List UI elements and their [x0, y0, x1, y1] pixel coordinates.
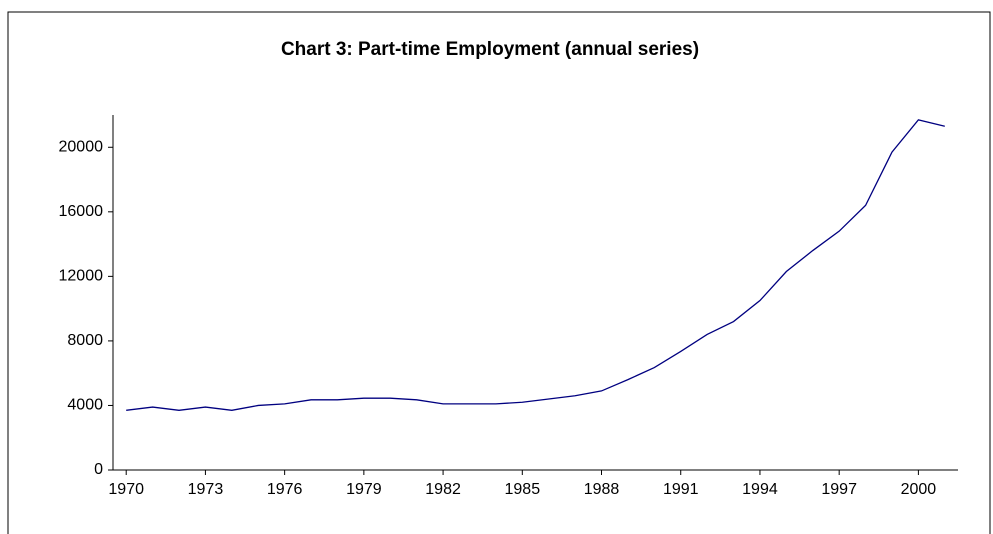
y-tick-label: 20000 — [59, 138, 104, 155]
y-tick-label: 4000 — [67, 397, 103, 414]
y-tick-label: 16000 — [59, 203, 104, 220]
y-tick-label: 0 — [94, 461, 103, 478]
x-tick-label: 1991 — [663, 481, 699, 498]
chart-title: Chart 3: Part-time Employment (annual se… — [281, 39, 699, 60]
x-tick-label: 1985 — [505, 481, 541, 498]
y-tick-label: 8000 — [67, 332, 103, 349]
x-tick-label: 1982 — [425, 481, 461, 498]
x-tick-label: 1970 — [108, 481, 144, 498]
chart-frame — [7, 11, 991, 534]
x-tick-label: 2000 — [901, 481, 937, 498]
y-tick-label: 12000 — [59, 268, 104, 285]
x-tick-label: 1979 — [346, 481, 382, 498]
x-tick-label: 1988 — [584, 481, 620, 498]
x-tick-label: 1973 — [188, 481, 224, 498]
line-series — [126, 119, 945, 411]
x-tick-label: 1994 — [742, 481, 778, 498]
x-tick-label: 1997 — [821, 481, 857, 498]
x-tick-label: 1976 — [267, 481, 303, 498]
